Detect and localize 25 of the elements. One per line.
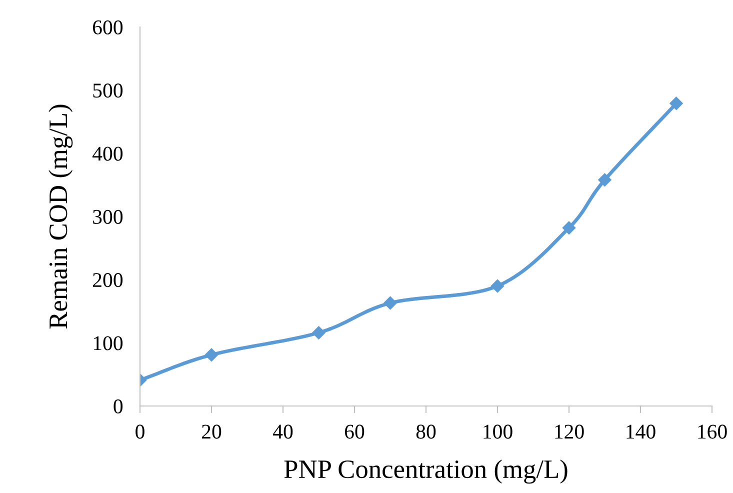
x-axis-title: PNP Concentration (mg/L) [284,460,568,484]
y-tick-label: 100 [94,336,123,350]
point [670,96,683,110]
x-tick-label: 100 [484,424,512,439]
point [490,279,504,293]
y-tick-label: 600 [92,20,123,34]
x-tick-label: 40 [272,424,293,439]
y-tick-label: 300 [93,210,123,224]
y-tick-label: 500 [93,84,123,98]
point [562,221,576,234]
x-tick-label: 80 [416,424,436,439]
point [312,326,326,340]
x-tick-label: 60 [344,424,364,439]
y-tick-label: 0 [114,399,123,414]
x-tick-label: 0 [136,424,144,439]
x-tick-label: 20 [202,424,222,439]
x-tick-label: 120 [555,424,584,439]
y-tick-label: 200 [93,273,123,288]
x-tick-label: 160 [698,424,727,439]
y-axis-title: Remain COD (mg/L) [48,104,73,329]
y-tick-label: 400 [92,146,123,161]
x-tick-label: 140 [626,424,656,439]
point [384,296,397,310]
point [598,173,612,186]
point [204,348,218,362]
